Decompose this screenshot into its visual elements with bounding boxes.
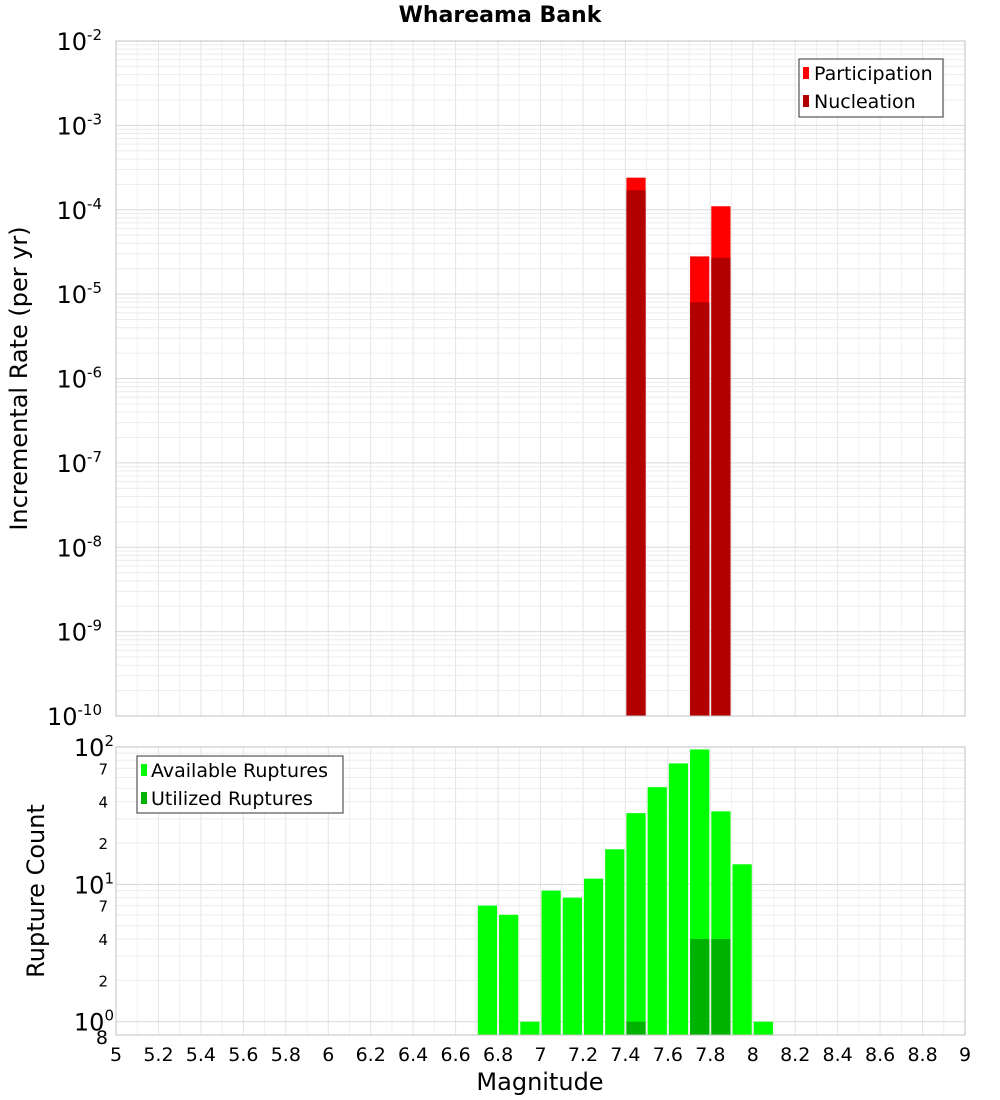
bottom-y-tick-label: 102 (74, 732, 114, 762)
bottom-legend-swatch (141, 764, 147, 776)
nucleation-bar (711, 257, 731, 716)
x-tick-label: 8.2 (780, 1044, 810, 1066)
top-legend-swatch (803, 95, 809, 107)
bottom-y-minor-tick-label: 7 (98, 760, 108, 778)
bottom-y-minor-tick-label: 4 (98, 794, 108, 812)
top-y-tick-label: 10-6 (56, 364, 102, 394)
top-legend-box (798, 58, 944, 118)
top-legend-swatch (803, 67, 809, 79)
available-ruptures-bar (541, 890, 561, 1035)
top-plot-border (115, 40, 966, 717)
x-tick-label: 7 (534, 1044, 546, 1066)
top-y-tick-label: 10-2 (56, 26, 102, 56)
x-tick-label: 6.6 (440, 1044, 470, 1066)
bottom-legend-swatch (141, 792, 147, 804)
x-tick-label: 8 (747, 1044, 759, 1066)
available-ruptures-bar (520, 1021, 540, 1035)
x-tick-label: 6.4 (398, 1044, 428, 1066)
x-tick-label: 8.4 (823, 1044, 853, 1066)
available-ruptures-bar (647, 787, 667, 1035)
available-ruptures-bar (732, 864, 752, 1035)
top-y-tick-label: 10-3 (56, 110, 102, 140)
top-y-axis-label: Incremental Rate (per yr) (5, 226, 33, 530)
available-ruptures-bar (562, 897, 582, 1035)
available-ruptures-bar (499, 914, 519, 1035)
top-y-tick-label: 10-5 (56, 279, 102, 309)
top-legend-label: Nucleation (814, 91, 916, 113)
chart-title: Whareama Bank (399, 3, 603, 28)
bottom-y-minor-tick-label: 8 (96, 1027, 108, 1049)
x-tick-label: 5.8 (271, 1044, 301, 1066)
bottom-y-tick-label: 100 (74, 1007, 114, 1037)
bottom-legend-box (136, 755, 344, 814)
x-tick-label: 9 (959, 1044, 971, 1066)
top-legend-label: Participation (814, 63, 933, 85)
x-tick-label: 7.6 (653, 1044, 683, 1066)
bottom-y-minor-tick-label: 2 (98, 835, 108, 853)
available-ruptures-bar (477, 905, 498, 1035)
bottom-plot-border (115, 746, 966, 1036)
top-y-tick-label: 10-10 (47, 701, 102, 731)
top-y-tick-label: 10-7 (56, 448, 102, 478)
bottom-y-minor-tick-label: 7 (98, 898, 108, 916)
nucleation-bar (690, 302, 710, 716)
x-tick-label: 5.6 (228, 1044, 258, 1066)
bottom-y-tick-label: 101 (74, 869, 114, 899)
available-ruptures-bar (583, 878, 604, 1035)
top-y-tick-label: 10-8 (56, 532, 102, 562)
bottom-legend-label: Utilized Ruptures (151, 788, 313, 810)
available-ruptures-bar (753, 1021, 773, 1035)
utilized-ruptures-bar (626, 1021, 646, 1035)
x-tick-label: 6 (322, 1044, 334, 1066)
nucleation-bar (626, 190, 646, 716)
bottom-y-minor-tick-label: 2 (98, 972, 108, 990)
x-tick-label: 7.2 (568, 1044, 598, 1066)
x-tick-label: 5.4 (186, 1044, 216, 1066)
bottom-y-minor-tick-label: 4 (98, 931, 108, 949)
available-ruptures-bar (668, 763, 689, 1035)
top-y-tick-label: 10-4 (56, 195, 102, 225)
x-tick-label: 6.8 (483, 1044, 513, 1066)
available-ruptures-bar (605, 849, 625, 1035)
x-tick-label: 6.2 (356, 1044, 386, 1066)
x-axis-label: Magnitude (476, 1068, 603, 1096)
x-tick-label: 5.2 (143, 1044, 173, 1066)
x-tick-label: 7.4 (610, 1044, 640, 1066)
utilized-ruptures-bar (711, 939, 731, 1035)
x-tick-label: 8.6 (865, 1044, 895, 1066)
available-ruptures-bar (626, 813, 646, 1035)
x-tick-label: 7.8 (695, 1044, 725, 1066)
bottom-y-axis-label: Rupture Count (22, 804, 50, 978)
x-tick-label: 8.8 (907, 1044, 937, 1066)
x-tick-label: 5 (110, 1044, 122, 1066)
utilized-ruptures-bar (690, 939, 710, 1035)
bottom-legend-label: Available Ruptures (151, 760, 328, 782)
top-y-tick-label: 10-9 (56, 617, 102, 647)
